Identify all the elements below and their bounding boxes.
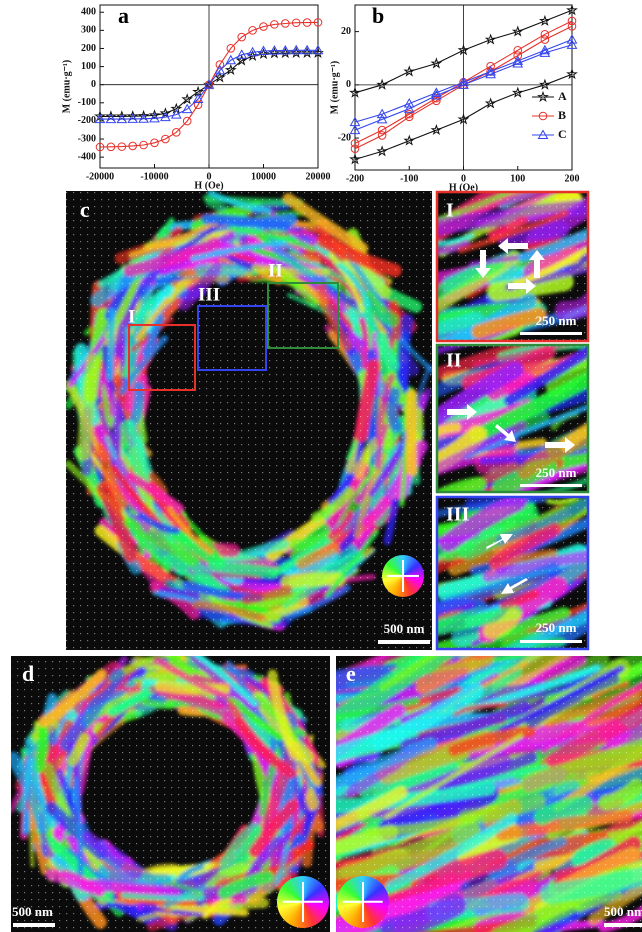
panel-label: a <box>118 3 129 28</box>
scale-label: 250 nm <box>536 620 577 635</box>
x-tick-label: 20000 <box>306 171 331 182</box>
x-tick-label: 100 <box>510 173 525 184</box>
inset-label: III <box>446 504 470 526</box>
vector-field <box>66 191 432 650</box>
y-tick-label: -100 <box>78 97 96 108</box>
region-label: II <box>268 260 283 281</box>
y-tick-label: -200 <box>78 115 96 126</box>
x-tick-label: -20000 <box>86 171 114 182</box>
charts: -20000 -10000 0 10000 20000 -400 -300 -200 -100 0… <box>61 3 579 193</box>
color-wheel <box>337 876 389 928</box>
legend-label: A <box>558 89 567 103</box>
scale-bar <box>520 484 582 487</box>
panel-label: b <box>372 3 384 28</box>
panel-label: e <box>346 661 356 686</box>
y-tick-label: -300 <box>78 133 96 144</box>
y-tick-label: 0 <box>91 79 96 90</box>
y-axis-label: M (emu·g⁻¹) <box>329 61 340 115</box>
region-label: III <box>198 284 220 305</box>
panel-label: c <box>80 197 90 222</box>
x-tick-label: -10000 <box>140 171 168 182</box>
x-tick-label: 10000 <box>251 171 276 182</box>
x-axis-label: H (Oe) <box>194 180 223 191</box>
x-tick-label: -200 <box>346 173 364 184</box>
region-label: I <box>128 306 135 327</box>
y-tick-label: 300 <box>81 25 96 36</box>
micrographs <box>10 175 642 932</box>
y-tick-label: 20 <box>341 26 351 37</box>
y-tick-label: -20 <box>338 132 351 143</box>
scale-label: 500 nm <box>604 904 642 919</box>
scale-bar <box>520 332 582 335</box>
panel-label: d <box>22 661 34 686</box>
scale-bar <box>520 640 582 643</box>
scale-label: 250 nm <box>536 313 577 328</box>
y-tick-label: 0 <box>346 79 351 90</box>
color-wheel <box>277 876 329 928</box>
y-tick-label: -400 <box>78 151 96 162</box>
inset-label: I <box>446 200 454 222</box>
legend-label: B <box>558 108 566 122</box>
y-tick-label: 400 <box>81 7 96 18</box>
chart: -20000-1000001000020000-400-300-200-1000… <box>61 3 330 191</box>
figure: -20000 -10000 0 10000 20000 -400 -300 -200 -100 0… <box>0 0 642 932</box>
scale-label: 500 nm <box>384 621 425 636</box>
x-tick-label: -100 <box>400 173 418 184</box>
scale-bar <box>604 923 642 927</box>
legend-label: C <box>558 127 567 141</box>
scale-bar <box>378 640 430 644</box>
y-tick-label: 200 <box>81 43 96 54</box>
color-wheel <box>382 555 424 597</box>
figure-canvas: -20000 -10000 0 10000 20000 -400 -300 -200 -100 0… <box>0 0 642 932</box>
micrograph <box>66 191 435 650</box>
scale-label: 500 nm <box>12 904 53 919</box>
x-tick-label: 200 <box>565 173 580 184</box>
inset-label: II <box>446 350 462 372</box>
y-tick-label: 100 <box>81 61 96 72</box>
scale-bar <box>13 923 55 927</box>
scale-label: 250 nm <box>536 465 577 480</box>
y-axis-label: M (emu·g⁻¹) <box>61 60 72 114</box>
